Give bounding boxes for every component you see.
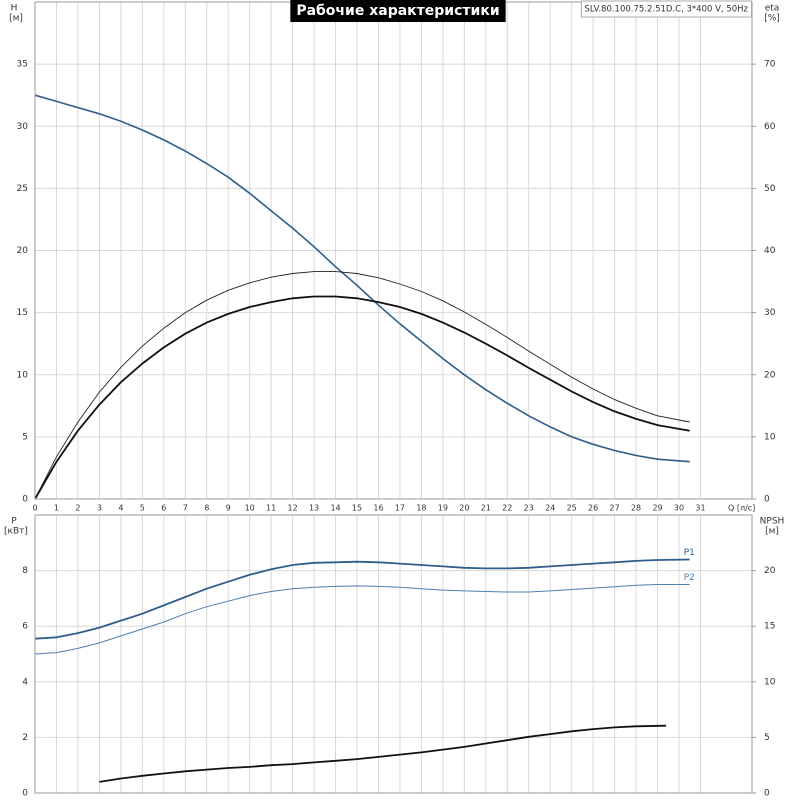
- x-tick-label: 30: [674, 504, 684, 513]
- y-tick-label: 2: [22, 733, 28, 743]
- x-tick-label: 3: [97, 504, 102, 513]
- x-tick-label: 8: [204, 504, 209, 513]
- y-tick-label: 30: [17, 122, 29, 132]
- curve: [34, 295, 690, 500]
- subtitle-box: [580, 0, 753, 18]
- x-tick-label: 17: [395, 504, 405, 513]
- x-tick-label: 11: [266, 504, 276, 513]
- curve: [34, 558, 690, 640]
- y2-tick-label: 30: [764, 308, 776, 318]
- curve: [34, 271, 690, 500]
- x-tick-label: 16: [373, 504, 383, 513]
- y2-tick-label: 20: [764, 566, 776, 576]
- x-tick-label: 5: [140, 504, 145, 513]
- curve: [99, 724, 667, 783]
- y2-tick-label: 60: [764, 122, 776, 132]
- y-tick-label: 0: [22, 789, 28, 799]
- x-tick-label: 10: [245, 504, 255, 513]
- title-box: [290, 0, 506, 22]
- x-tick-label: 21: [481, 504, 491, 513]
- x-tick-label: 13: [309, 504, 319, 513]
- y-tick-label: 5: [22, 432, 28, 442]
- x-tick-label: 23: [524, 504, 534, 513]
- curves: [34, 94, 690, 783]
- subtitle: SLV.80.100.75.2.51D.C, 3*400 V, 50Hz: [584, 5, 748, 15]
- y2-tick-label: 5: [764, 733, 770, 743]
- y2-tick-label: 40: [764, 246, 776, 256]
- y-tick-label: 15: [17, 308, 28, 318]
- x-tick-label: 22: [502, 504, 512, 513]
- y2-tick-label: 15: [764, 622, 775, 632]
- y2-tick-label: 20: [764, 370, 776, 380]
- y-tick-label: 35: [17, 60, 28, 70]
- grid: [34, 2, 752, 794]
- y-tick-label: 6: [22, 622, 28, 632]
- y-tick-label: 4: [22, 677, 28, 687]
- y2-axis-unit: [%]: [764, 14, 780, 24]
- y-tick-label: 25: [17, 184, 28, 194]
- series-label: P2: [684, 573, 695, 583]
- x-tick-label: 15: [352, 504, 362, 513]
- x-tick-label: 4: [118, 504, 123, 513]
- y2-tick-label: 0: [764, 495, 770, 505]
- y2-axis-unit: [м]: [765, 527, 779, 537]
- x-tick-label: 9: [226, 504, 231, 513]
- x-tick-label: 19: [438, 504, 448, 513]
- x-tick-label: 7: [183, 504, 188, 513]
- y2-tick-label: 70: [764, 60, 776, 70]
- y-axis-label: H: [11, 4, 18, 14]
- plot-frame: [34, 514, 753, 794]
- x-tick-label: 27: [610, 504, 620, 513]
- y-tick-label: 8: [22, 566, 28, 576]
- x-tick-label: 18: [416, 504, 426, 513]
- x-tick-label: 6: [161, 504, 166, 513]
- x-tick-label: 1: [54, 504, 59, 513]
- x-tick-label: 25: [567, 504, 577, 513]
- y2-tick-label: 50: [764, 184, 776, 194]
- curve: [34, 584, 690, 655]
- x-tick-label: 2: [75, 504, 80, 513]
- x-tick-label: 12: [288, 504, 298, 513]
- series-label: P1: [684, 548, 695, 558]
- y-axis-unit: [кВт]: [4, 527, 28, 537]
- y2-tick-label: 10: [764, 677, 776, 687]
- y-tick-label: 20: [17, 246, 29, 256]
- y-axis-label: P: [11, 517, 17, 527]
- x-axis-label: Q [л/с]: [728, 504, 755, 513]
- x-tick-label: 24: [545, 504, 555, 513]
- y2-tick-label: 0: [764, 789, 770, 799]
- x-tick-label: 31: [695, 504, 705, 513]
- y2-axis-label: NPSH: [760, 517, 785, 527]
- y2-axis-label: eta: [765, 4, 780, 14]
- y-tick-label: 10: [17, 370, 29, 380]
- y2-tick-label: 10: [764, 432, 776, 442]
- y-axis-unit: [м]: [9, 14, 23, 24]
- x-tick-label: 14: [330, 504, 340, 513]
- x-tick-label: 28: [631, 504, 641, 513]
- x-tick-label: 29: [652, 504, 662, 513]
- curve: [34, 94, 690, 463]
- x-tick-label: 26: [588, 504, 598, 513]
- x-tick-label: 20: [459, 504, 469, 513]
- chart-title: Рабочие характеристики: [296, 3, 499, 19]
- x-tick-label: 0: [32, 504, 37, 513]
- y-tick-label: 0: [22, 495, 28, 505]
